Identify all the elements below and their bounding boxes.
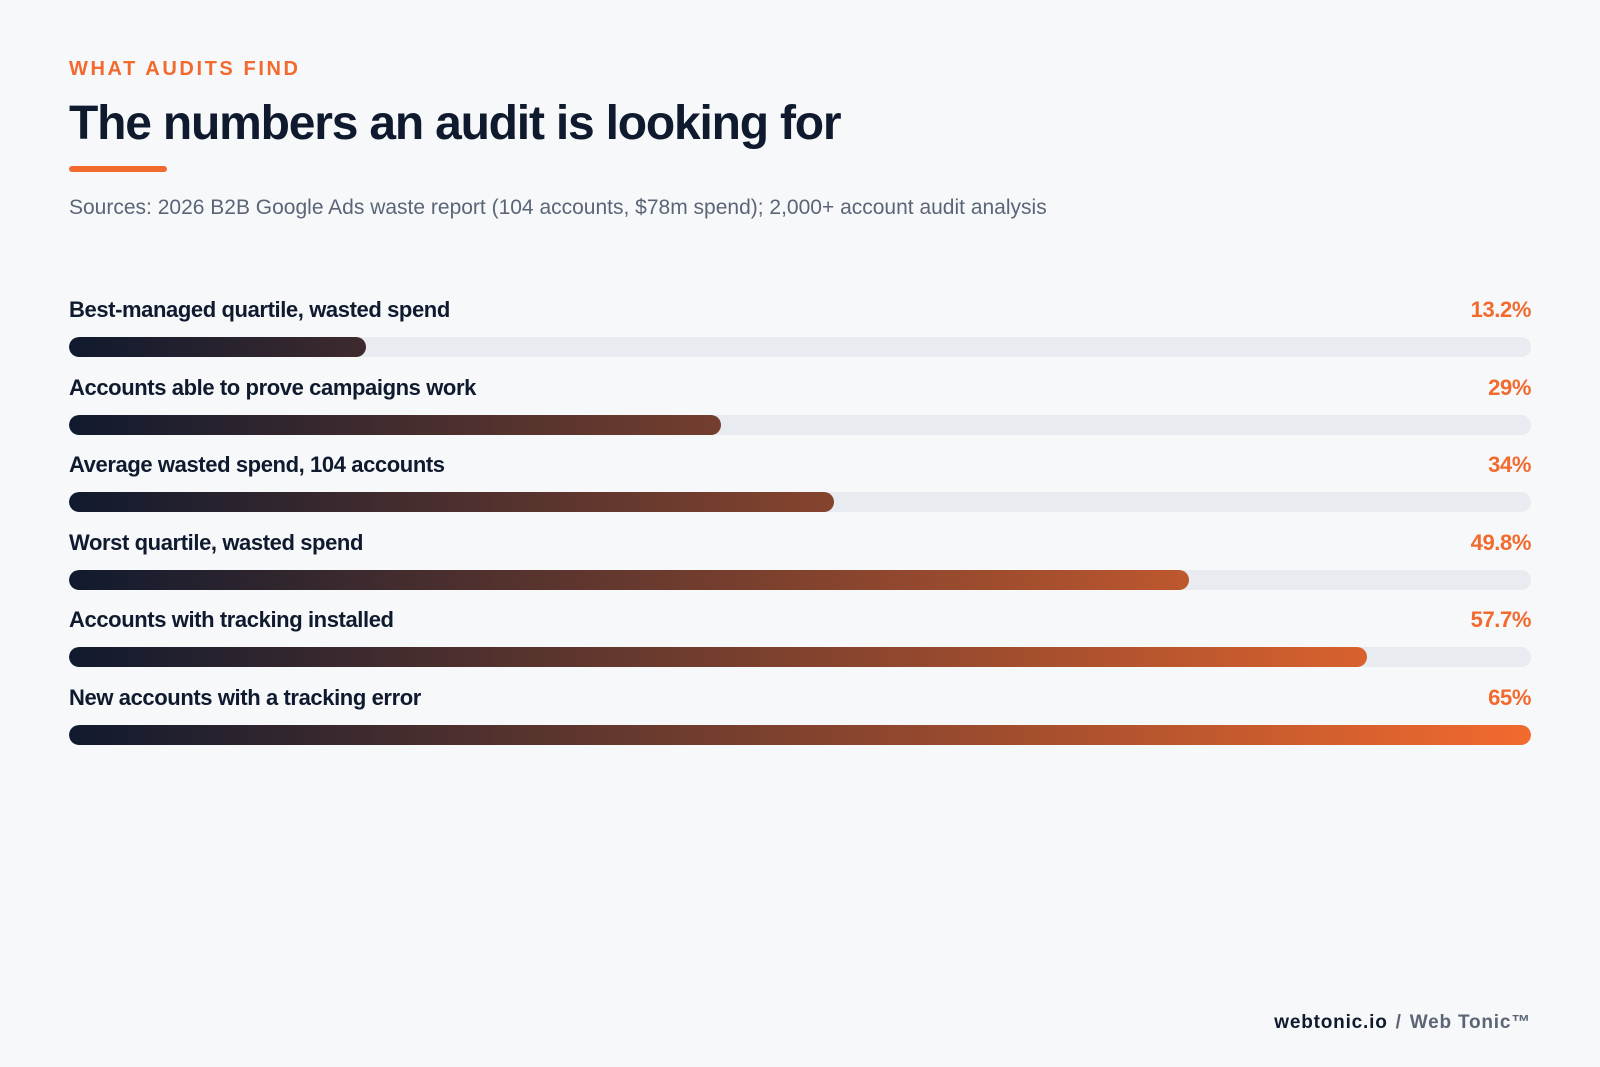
bar-label: Best-managed quartile, wasted spend xyxy=(69,297,450,322)
footer-domain: webtonic.io xyxy=(1274,1012,1388,1033)
bar-label: New accounts with a tracking error xyxy=(69,684,421,710)
bar-track xyxy=(69,492,1531,512)
title-underline xyxy=(69,166,167,172)
footer-brand: webtonic.io / Web Tonic™ xyxy=(1274,1012,1531,1034)
bar-row: Average wasted spend, 104 accounts 34% xyxy=(69,452,1531,530)
bar-value-label: 34% xyxy=(1488,452,1531,477)
page-title: The numbers an audit is looking for xyxy=(69,97,842,150)
bar-fill xyxy=(69,569,1190,590)
bar-fill xyxy=(69,414,722,435)
bar-fill xyxy=(69,724,1531,745)
footer-brand-name: Web Tonic™ xyxy=(1409,1012,1531,1033)
bar-row: New accounts with a tracking error 65% xyxy=(69,685,1531,763)
bar-value-label: 13.2% xyxy=(1470,297,1532,322)
bar-fill xyxy=(69,492,834,512)
bar-track xyxy=(69,647,1531,667)
bar-track xyxy=(69,337,1531,357)
bar-track xyxy=(69,569,1531,590)
bar-value-label: 49.8% xyxy=(1470,529,1532,555)
bar-track xyxy=(69,724,1531,745)
bar-chart: Best-managed quartile, wasted spend 13.2%… xyxy=(69,297,1531,762)
bar-label: Accounts able to prove campaigns work xyxy=(69,374,476,400)
bar-track xyxy=(69,414,1531,435)
bar-value-label: 57.7% xyxy=(1470,607,1532,632)
bar-label: Accounts with tracking installed xyxy=(69,607,394,632)
bar-label: Average wasted spend, 104 accounts xyxy=(69,452,445,477)
eyebrow-label: WHAT AUDITS FIND xyxy=(69,58,301,80)
bar-fill xyxy=(69,647,1367,667)
bar-value-label: 29% xyxy=(1488,374,1531,400)
bar-row: Worst quartile, wasted spend 49.8% xyxy=(69,530,1531,608)
footer-separator: / xyxy=(1395,1012,1402,1033)
sources-caption: Sources: 2026 B2B Google Ads waste repor… xyxy=(69,196,1047,219)
bar-row: Accounts able to prove campaigns work 29% xyxy=(69,375,1531,453)
bar-value-label: 65% xyxy=(1488,684,1531,710)
bar-row: Best-managed quartile, wasted spend 13.2% xyxy=(69,297,1531,375)
bar-fill xyxy=(69,337,366,357)
bar-label: Worst quartile, wasted spend xyxy=(69,529,364,555)
bar-row: Accounts with tracking installed 57.7% xyxy=(69,607,1531,685)
infographic: WHAT AUDITS FIND The numbers an audit is… xyxy=(69,0,1531,1067)
